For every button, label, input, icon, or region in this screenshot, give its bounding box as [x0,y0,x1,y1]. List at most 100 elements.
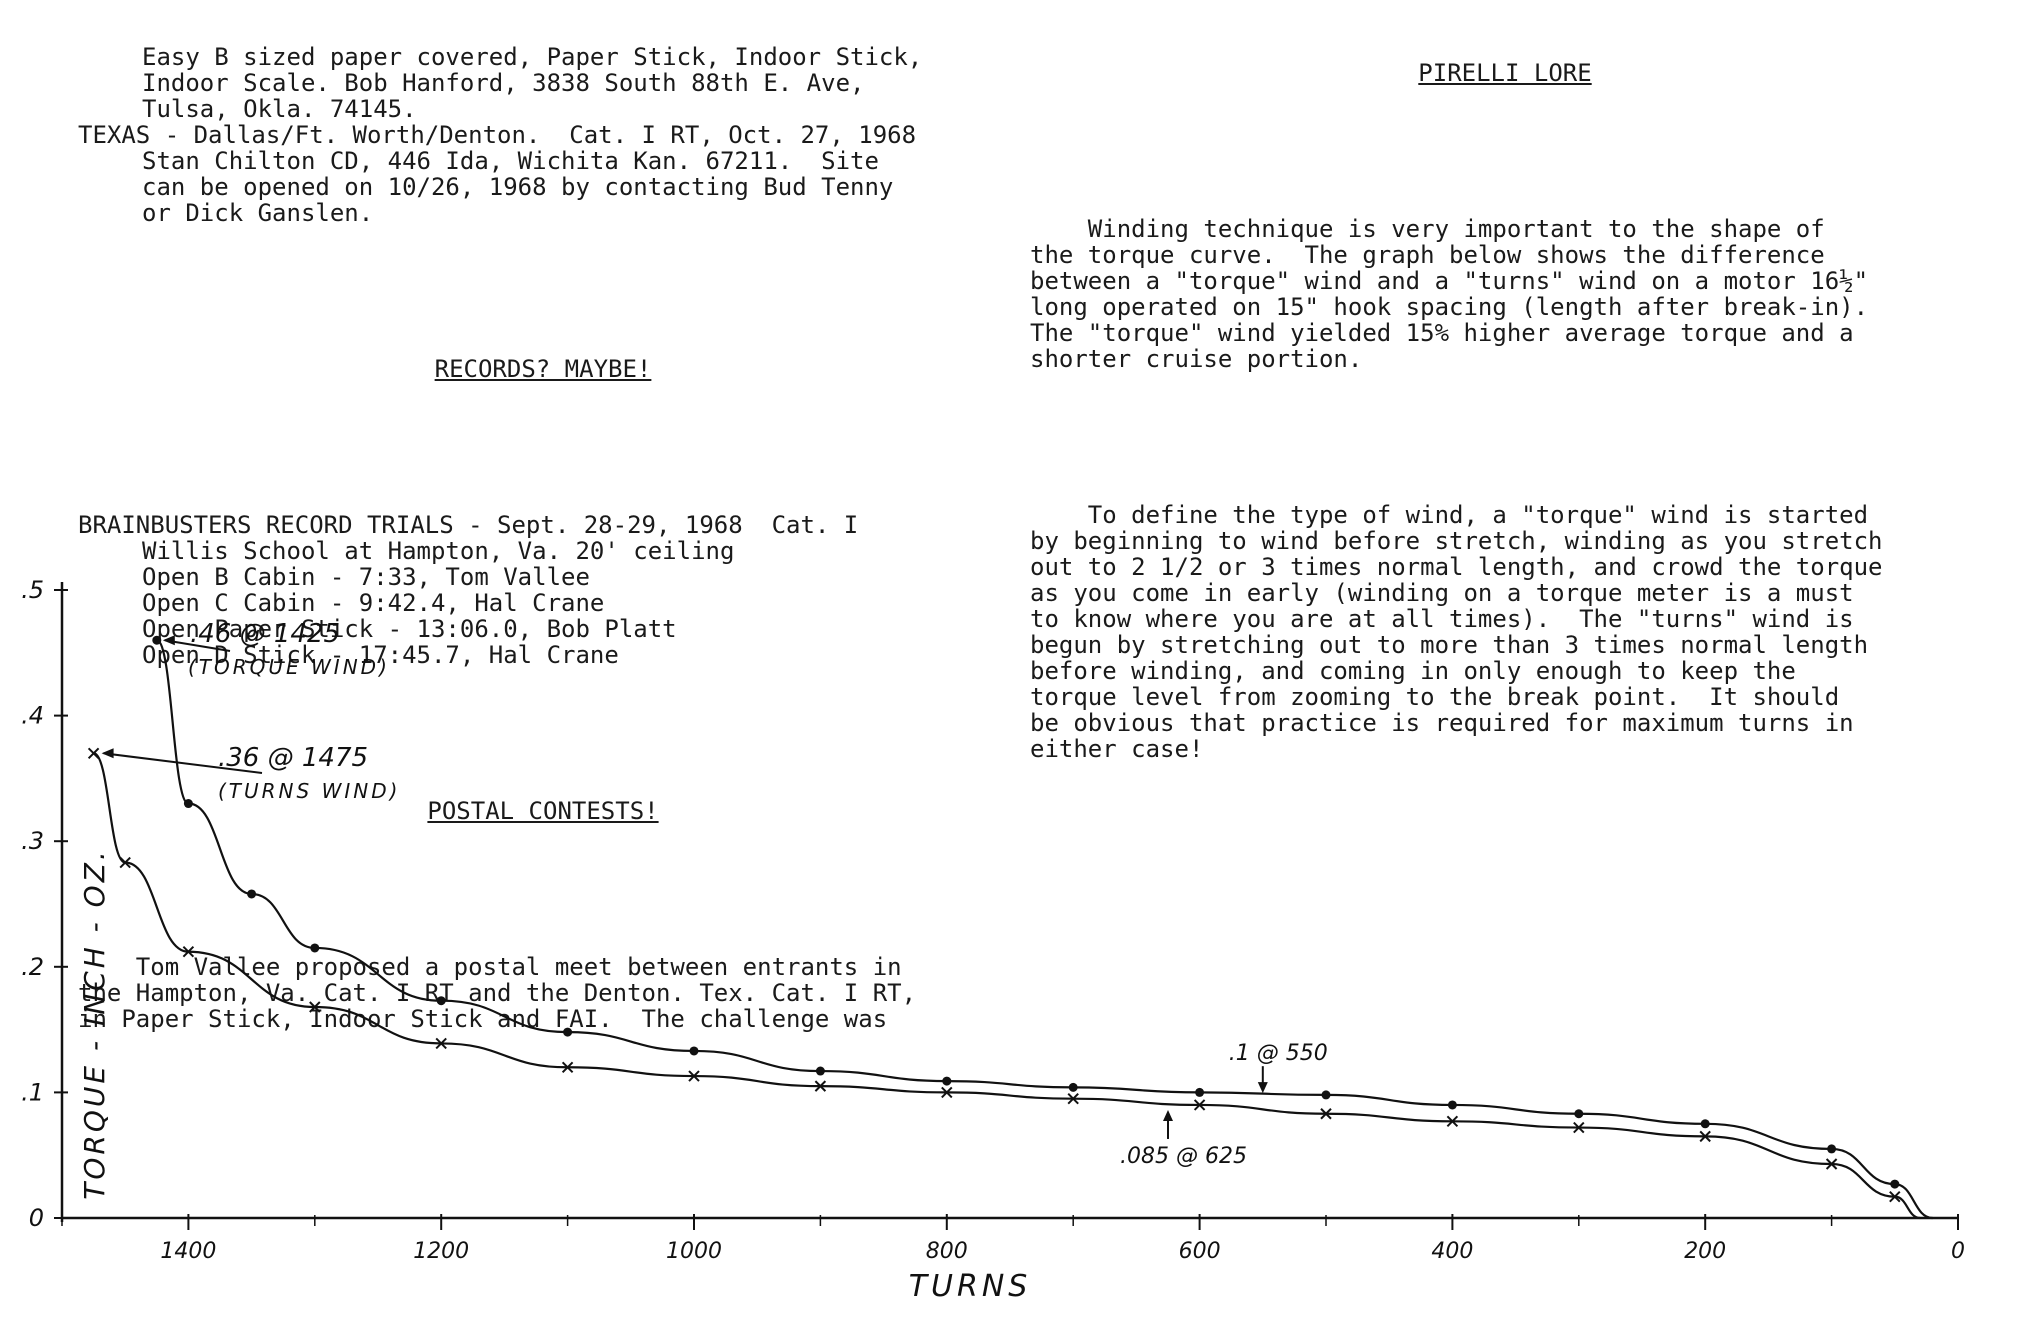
turns-wind-point [182,946,195,958]
annotation-turns-peak: .36 @ 1475 [218,743,368,773]
y-axis-label: TORQUE - INCH - OZ. [78,848,111,1200]
pirelli-para1-line: the torque curve. The graph below shows … [1030,241,1825,269]
torque-wind-point [310,943,320,953]
turns-wind-point [1446,1115,1459,1127]
records-listing: BRAINBUSTERS RECORD TRIALS - Sept. 28-29… [78,512,1008,668]
turns-wind-point [941,1086,953,1099]
x-axis-label: TURNS [909,1269,1032,1304]
torque-wind-point [152,635,162,645]
postal-contests-paragraph: Tom Vallee proposed a postal meet betwee… [78,954,1008,1032]
turns-wind-point [1193,1099,1206,1111]
arrow-head-icon [162,635,175,646]
winding-technique-paragraph: Winding technique is very important to t… [1030,216,1980,372]
registration-line: Indoor Scale. Bob Hanford, 3838 South 88… [142,69,865,97]
arrow-head-icon [101,748,114,759]
pirelli-para2-line: To define the type of wind, a "torque" w… [1030,501,1869,529]
pirelli-para2-line: to know where you are at all times). The… [1030,605,1854,633]
torque-wind-point [942,1076,952,1086]
pirelli-para2-line: either case! [1030,735,1204,763]
wind-definition-paragraph: To define the type of wind, a "torque" w… [1030,502,1980,762]
turns-wind-point [1573,1121,1585,1134]
x-tick-label: 200 [1684,1239,1726,1264]
chart-series [87,635,1933,1220]
torque-wind-point [1321,1090,1331,1100]
y-tick-label: 0 [29,1204,44,1232]
torque-wind-point [1195,1087,1205,1097]
torque-wind-point [436,996,446,1006]
pirelli-para1-line: The "torque" wind yielded 15% higher ave… [1030,319,1854,347]
y-tick-label: .2 [21,953,44,981]
chart-annotations: .46 @ 1425 (TORQUE WIND) .36 @ 1475 (TURNS … [101,619,1328,1169]
postal-line: the Hampton, Va. Cat. I RT and the Dento… [78,979,917,1007]
annotation-arrow [164,639,231,652]
pirelli-para2-line: by beginning to wind before stretch, win… [1030,527,1883,555]
record-line: BRAINBUSTERS RECORD TRIALS - Sept. 28-29… [78,511,859,539]
torque-wind-point [815,1066,825,1076]
turns-wind-point [1889,1190,1901,1203]
registration-line: Tulsa, Okla. 74145. [142,95,417,123]
series-line-turns-wind [93,752,1921,1220]
turns-wind-point [309,1001,321,1013]
pirelli-para1-line: shorter cruise portion. [1030,345,1363,373]
pirelli-lore-heading: PIRELLI LORE [1418,59,1592,87]
x-tick-label: 1200 [413,1239,469,1264]
torque-curve-chart: .5 .4 .3 .2 .1 0 1400 1200 1000 800 600 400 200 0 TURN… [0,560,2024,1334]
records-heading: RECORDS? MAYBE! [434,355,652,383]
pirelli-para2-line: before winding, and coming in only enoug… [1030,657,1796,685]
torque-wind-point [563,1027,573,1037]
x-tick-label: 600 [1179,1239,1221,1264]
postal-contests-heading: POSTAL CONTESTS! [427,797,659,825]
turns-wind-point [1825,1158,1838,1170]
torque-wind-point [1700,1119,1710,1129]
registration-line: can be opened on 10/26, 1968 by contacti… [142,173,894,201]
torque-chart-svg: .5 .4 .3 .2 .1 0 1400 1200 1000 800 600 400 200 0 TURN… [21,576,1965,1304]
x-tick-label: 1000 [666,1239,722,1264]
postal-line: Tom Vallee proposed a postal meet betwee… [78,953,902,981]
torque-wind-point [1574,1109,1584,1119]
torque-wind-point [1890,1179,1900,1189]
registration-line: TEXAS - Dallas/Ft. Worth/Denton. Cat. I … [78,121,917,149]
pirelli-para1-line: long operated on 15" hook spacing (lengt… [1030,293,1869,321]
x-tick-label: 0 [1951,1239,1965,1264]
annotation-turns-mid: .085 @ 625 [1120,1144,1247,1169]
registration-listing: Easy B sized paper covered, Paper Stick,… [78,44,1008,226]
postal-line: in Paper Stick, Indoor Stick and FAI. Th… [78,1005,888,1033]
record-line: Open Paper Stick - 13:06.0, Bob Platt [142,615,677,643]
torque-wind-point [183,799,193,809]
x-tick-label: 1400 [160,1239,216,1264]
x-tick-label: 400 [1431,1239,1473,1264]
annotation-torque-mid: .1 @ 550 [1229,1041,1328,1066]
annotation-torque-peak: .46 @ 1425 [190,619,340,649]
series-line-torque-wind [156,639,1933,1220]
record-line: Willis School at Hampton, Va. 20' ceilin… [142,537,735,565]
turns-wind-point [814,1080,827,1092]
registration-line: or Dick Ganslen. [142,199,374,227]
turns-wind-point [1067,1092,1079,1105]
chart-ticks: .5 .4 .3 .2 .1 0 1400 1200 1000 800 600 400 200 0 TURN… [21,576,1965,1304]
pirelli-para2-line: as you come in early (winding on a torqu… [1030,579,1854,607]
pirelli-para1-line: Winding technique is very important to t… [1030,215,1825,243]
turns-wind-point [688,1070,700,1082]
x-tick-label: 800 [926,1239,968,1264]
pirelli-para2-line: begun by stretching out to more than 3 t… [1030,631,1869,659]
pirelli-para2-line: torque level from zooming to the break p… [1030,683,1840,711]
y-tick-label: .1 [21,1078,44,1106]
turns-wind-point [561,1061,574,1073]
registration-line: Easy B sized paper covered, Paper Stick,… [142,43,923,71]
torque-wind-point [1068,1082,1078,1092]
right-column: PIRELLI LORE Winding technique is very i… [1030,8,1980,814]
pirelli-para2-line: out to 2 1/2 or 3 times normal length, a… [1030,553,1883,581]
annotation-arrow [103,752,263,774]
turns-wind-point [1320,1108,1332,1120]
registration-line: Stan Chilton CD, 446 Ida, Wichita Kan. 6… [142,147,879,175]
arrow-head-icon [1257,1082,1268,1094]
annotation-turns-wind-label: (TURNS WIND) [218,779,400,803]
record-line: Open D Stick - 17:45.7, Hal Crane [142,641,619,669]
turns-wind-point [119,856,131,869]
record-line: Open C Cabin - 9:42.4, Hal Crane [142,589,605,617]
torque-wind-point [1447,1100,1457,1110]
record-line: Open B Cabin - 7:33, Tom Vallee [142,563,590,591]
pirelli-para1-line: between a "torque" wind and a "turns" wi… [1030,267,1869,295]
y-tick-label: .4 [21,702,44,730]
